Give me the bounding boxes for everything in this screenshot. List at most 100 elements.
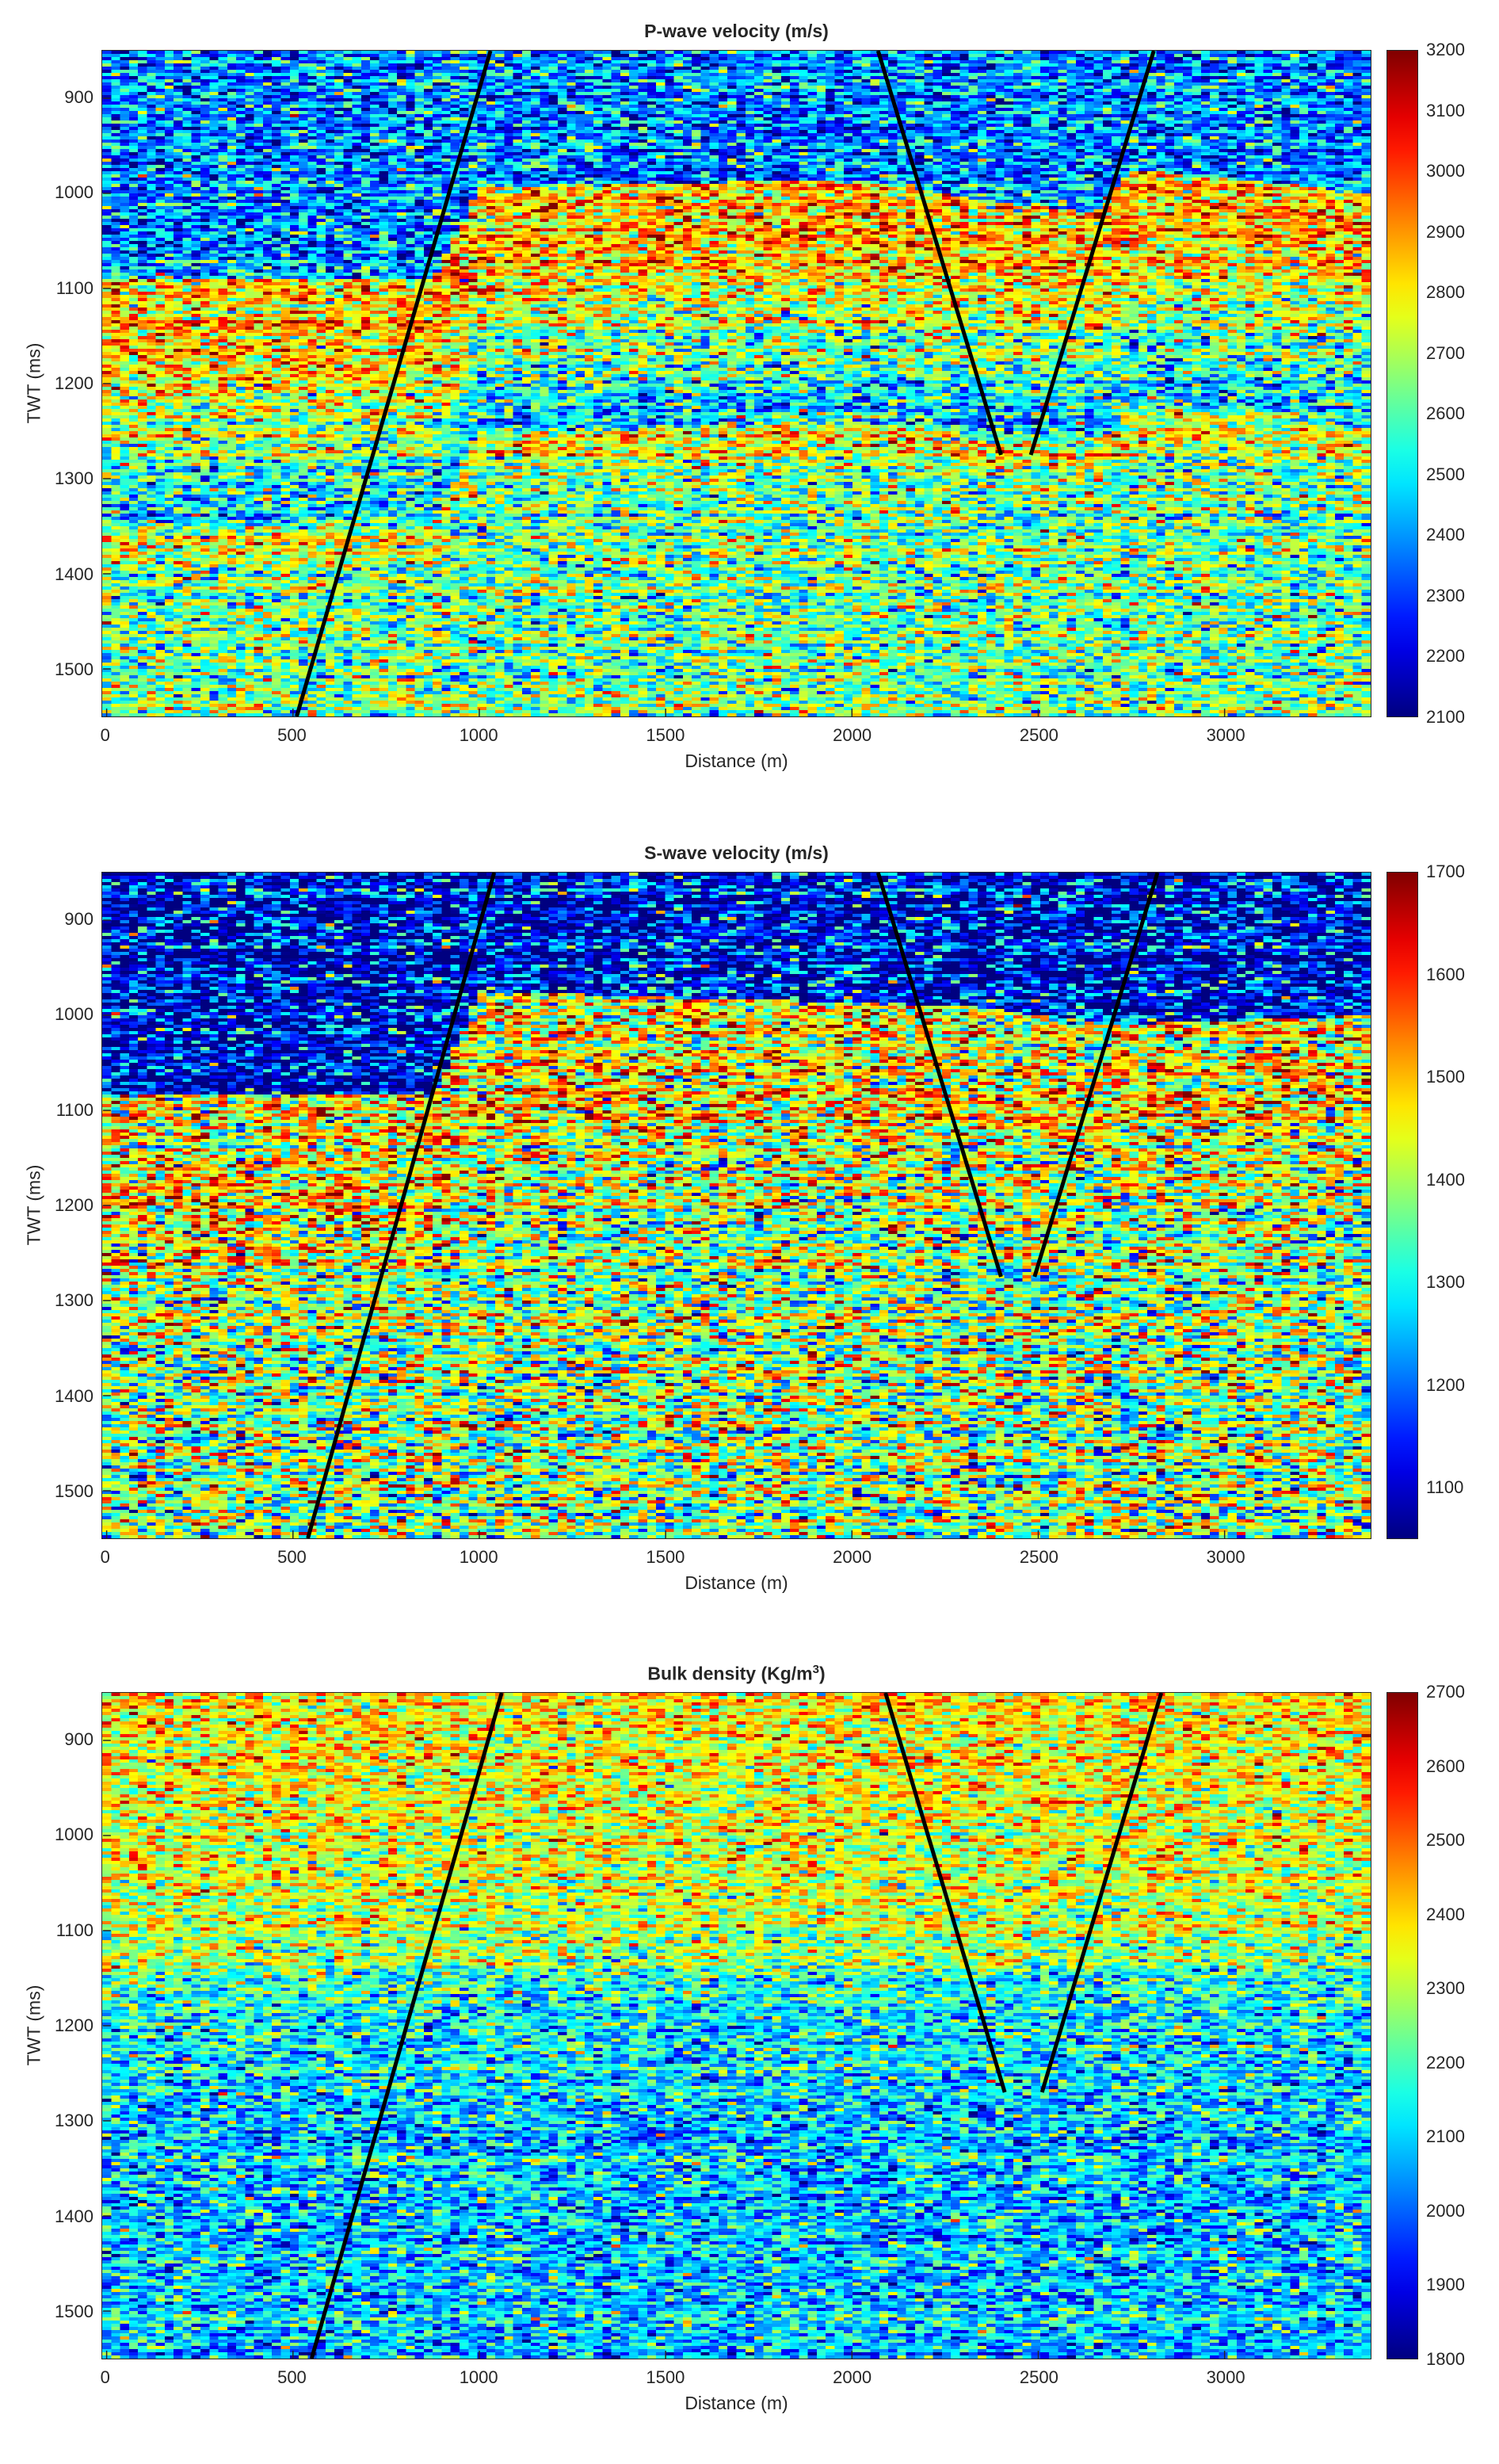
colorbar-tick-label: 3200: [1426, 40, 1465, 59]
x-tick-label: 1500: [646, 2367, 685, 2387]
x-tick-label: 2500: [1019, 1547, 1058, 1567]
fault-line: [875, 873, 1003, 1278]
colorbar: [1386, 872, 1418, 1539]
colorbar-tick-label: 2100: [1426, 707, 1465, 727]
colorbar: [1386, 50, 1418, 717]
colorbar-tick-label: 2600: [1426, 1755, 1465, 1776]
colorbar-tick-label: 2700: [1426, 1682, 1465, 1702]
fault-line: [1032, 873, 1160, 1278]
colorbar-tick-label: 2900: [1426, 221, 1465, 242]
heatmap-cells: [102, 1693, 1371, 2359]
y-tick-label: 1100: [55, 1920, 93, 1940]
colorbar-tick-label: 2400: [1426, 525, 1465, 545]
colorbar-tick-label: 3100: [1426, 100, 1465, 120]
colorbar-tick-label: 1100: [1426, 1477, 1464, 1498]
y-tick-label: 1000: [55, 1824, 93, 1845]
x-tick-label: 2500: [1019, 725, 1058, 745]
heatmap-cells: [102, 873, 1371, 1538]
heatmap-axes: [101, 872, 1371, 1539]
colorbar-tick-label: 2200: [1426, 2052, 1465, 2072]
heatmap-cells: [102, 51, 1371, 716]
x-tick-label: 2000: [833, 2367, 872, 2387]
fault-line: [309, 1693, 504, 2359]
x-tick-label: 1000: [459, 2367, 498, 2387]
colorbar-tick-label: 2100: [1426, 2126, 1465, 2147]
x-tick-label: 500: [277, 2367, 307, 2387]
chart-title-text: P-wave velocity (m/s): [644, 21, 829, 41]
colorbar-tick-label: 2500: [1426, 1830, 1465, 1851]
y-tick-label: 1400: [55, 2206, 93, 2226]
y-axis-label: TWT (ms): [23, 1985, 44, 2066]
x-tick-label: 2000: [833, 1547, 872, 1567]
x-tick-label: 1500: [646, 1547, 685, 1567]
fault-line: [1039, 1693, 1164, 2093]
colorbar-tick-label: 1900: [1426, 2275, 1465, 2295]
y-tick-label: 1500: [55, 659, 93, 679]
y-tick-label: 1100: [55, 1099, 93, 1120]
y-tick-label: 1400: [55, 1385, 93, 1406]
y-tick-label: 900: [64, 909, 93, 930]
fault-lines: [102, 51, 1226, 716]
colorbar-tick-label: 1700: [1426, 861, 1465, 881]
heatmap-axes: [101, 50, 1371, 717]
x-tick-label: 1500: [646, 725, 685, 745]
fault-line: [875, 51, 1003, 456]
colorbar-tick-label: 2600: [1426, 403, 1465, 424]
y-tick-label: 1000: [55, 182, 93, 203]
colorbar-tick-label: 2200: [1426, 646, 1465, 667]
fault-lines: [102, 1693, 1226, 2359]
y-tick-label: 1300: [55, 468, 93, 489]
y-tick-label: 900: [64, 87, 93, 108]
colorbar-tick-label: 1200: [1426, 1374, 1465, 1395]
heatmap-axes: [101, 1692, 1371, 2359]
chart-title: Bulk density (Kg/m3): [101, 1663, 1371, 1685]
x-tick-label: 2500: [1019, 2367, 1058, 2387]
y-tick-label: 1300: [55, 2111, 93, 2131]
y-axis-label: TWT (ms): [23, 342, 44, 424]
x-tick-label: 1000: [459, 725, 498, 745]
y-tick-label: 1500: [55, 2301, 93, 2321]
x-tick-label: 3000: [1206, 725, 1245, 745]
x-axis-label: Distance (m): [685, 751, 788, 771]
colorbar: [1386, 1692, 1418, 2359]
x-tick-label: 2000: [833, 725, 872, 745]
fault-line: [306, 873, 497, 1538]
chart-title: S-wave velocity (m/s): [101, 842, 1371, 864]
x-tick-label: 500: [277, 725, 307, 745]
y-tick-label: 1400: [55, 563, 93, 584]
x-tick-label: 3000: [1206, 2367, 1245, 2387]
chart-title-end: ): [818, 1663, 826, 1684]
chart-title-text: Bulk density (Kg/m: [647, 1663, 813, 1684]
y-axis-label: TWT (ms): [23, 1164, 44, 1246]
colorbar-tick-label: 2300: [1426, 1978, 1465, 1999]
x-tick-label: 0: [100, 1547, 110, 1567]
y-tick-label: 1300: [55, 1290, 93, 1311]
y-tick-label: 1200: [55, 373, 93, 393]
y-tick-label: 900: [64, 1729, 93, 1750]
fault-line: [295, 51, 493, 716]
chart-title: P-wave velocity (m/s): [101, 21, 1371, 42]
chart-title-superscript: 3: [812, 1663, 819, 1676]
x-tick-label: 500: [277, 1547, 307, 1567]
y-tick-label: 1200: [55, 1195, 93, 1215]
colorbar-tick-label: 2000: [1426, 2200, 1465, 2221]
colorbar-tick-label: 1300: [1426, 1272, 1465, 1293]
chart-title-text: S-wave velocity (m/s): [644, 842, 829, 863]
colorbar-tick-label: 2700: [1426, 342, 1465, 363]
x-axis-label: Distance (m): [685, 2393, 788, 2413]
colorbar-tick-label: 2300: [1426, 585, 1465, 605]
y-tick-label: 1000: [55, 1004, 93, 1025]
x-tick-label: 0: [100, 2367, 110, 2387]
x-tick-label: 0: [100, 725, 110, 745]
fault-lines: [102, 873, 1226, 1538]
colorbar-tick-label: 2400: [1426, 1904, 1465, 1924]
x-tick-label: 3000: [1206, 1547, 1245, 1567]
colorbar-tick-label: 1800: [1426, 2349, 1465, 2369]
y-tick-label: 1500: [55, 1480, 93, 1501]
colorbar-tick-label: 1500: [1426, 1067, 1465, 1087]
fault-line: [1028, 51, 1156, 456]
y-tick-label: 1200: [55, 2015, 93, 2035]
x-axis-label: Distance (m): [685, 1572, 788, 1593]
fault-line: [883, 1693, 1007, 2093]
colorbar-tick-label: 2500: [1426, 464, 1465, 484]
